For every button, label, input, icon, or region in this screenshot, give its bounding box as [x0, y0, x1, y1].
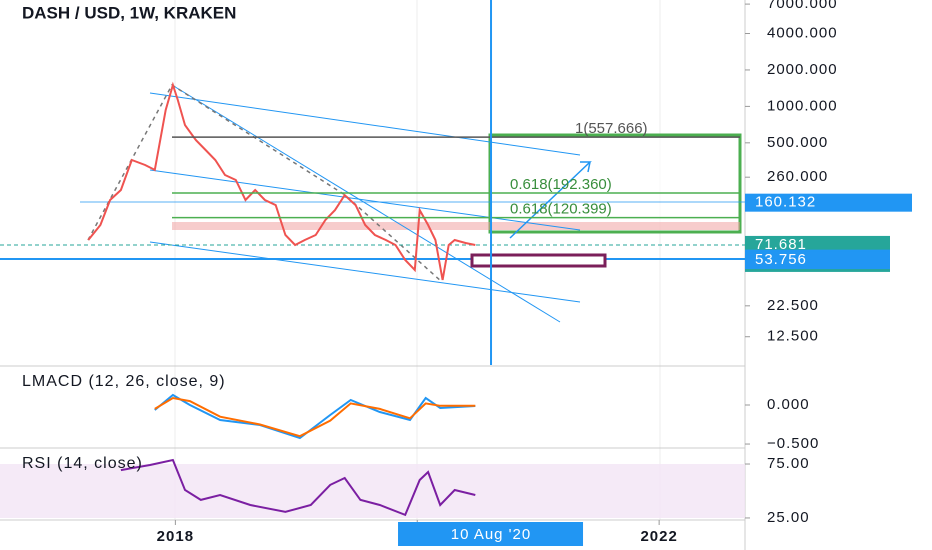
- price-badge-label: 53.756: [755, 251, 807, 268]
- y-tick-label: 500.000: [767, 134, 828, 151]
- arrow: [509, 161, 592, 239]
- y-tick-label: 22.500: [767, 297, 819, 314]
- price-badge-label: 71.681: [755, 236, 807, 253]
- fib-label: 0.618(120.399): [510, 201, 612, 218]
- trendline: [149, 241, 581, 303]
- y-tick-label: 260.000: [767, 168, 828, 185]
- fib-zone: [172, 222, 740, 230]
- fib-box: [488, 133, 742, 234]
- fib-label: 0.618(192.360): [510, 176, 612, 193]
- box: [470, 253, 607, 268]
- price-badge-label: 160.132: [755, 194, 816, 211]
- trendline: [149, 169, 581, 231]
- y-tick-label: 75.00: [767, 455, 810, 472]
- indicator-line: [154, 396, 476, 438]
- date-badge-label: 10 Aug '20: [451, 526, 531, 543]
- y-tick-label: 7000.000: [767, 0, 838, 12]
- x-tick-label: 2022: [640, 528, 677, 545]
- chart-title: DASH / USD, 1W, KRAKEN: [22, 3, 236, 22]
- y-tick-label: 25.00: [767, 509, 810, 526]
- trendline: [171, 84, 561, 323]
- y-tick-label: 0.000: [767, 396, 810, 413]
- rsi-band: [0, 464, 745, 518]
- price-line: [87, 81, 476, 281]
- y-tick-label: 12.500: [767, 328, 819, 345]
- x-tick-label: 2018: [157, 528, 194, 545]
- y-tick-label: 4000.000: [767, 24, 838, 41]
- indicator-line: [120, 458, 476, 517]
- price-badge: [745, 251, 890, 270]
- indicator-title: RSI (14, close): [22, 455, 143, 472]
- price-badge: [745, 235, 890, 254]
- trendline: [149, 92, 581, 156]
- indicator-title: LMACD (12, 26, close, 9): [22, 373, 226, 390]
- y-tick-label: −0.500: [767, 435, 819, 452]
- y-tick-label: 2000.000: [767, 61, 838, 78]
- fib-label: 1(557.666): [575, 120, 648, 137]
- price-badge: [745, 193, 912, 212]
- indicator-line: [154, 393, 476, 440]
- y-tick-label: 1000.000: [767, 97, 838, 114]
- date-badge: [398, 522, 584, 546]
